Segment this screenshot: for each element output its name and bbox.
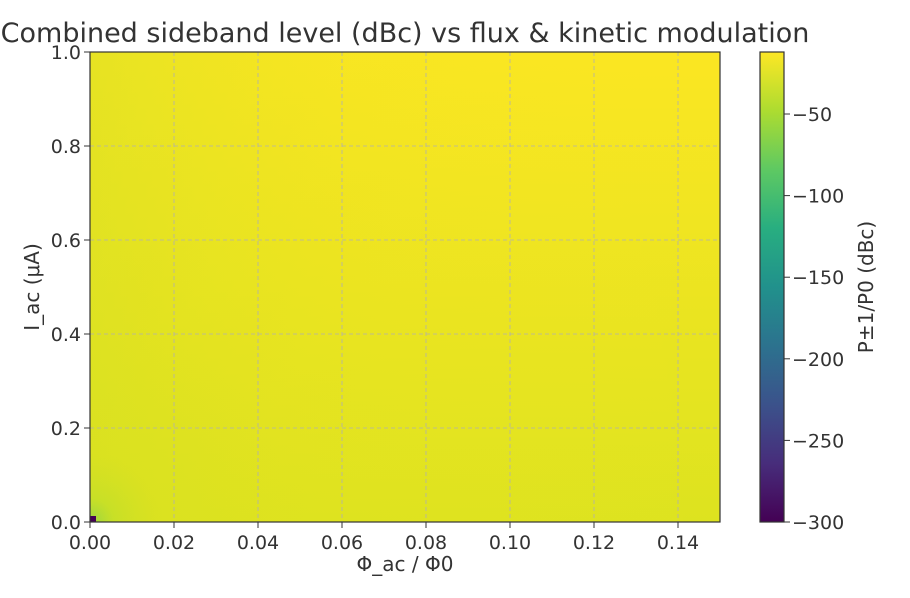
colorbar-tick-label: −300 bbox=[792, 512, 844, 534]
heatmap-corner-glow bbox=[90, 322, 290, 522]
grid-lines bbox=[90, 52, 720, 522]
heatmap-min-cell bbox=[90, 516, 96, 522]
y-tick-label: 0.0 bbox=[51, 512, 81, 534]
x-tick-label: 0.02 bbox=[153, 532, 195, 554]
plot-frame bbox=[89, 51, 721, 523]
y-tick-label: 0.6 bbox=[51, 230, 81, 252]
heatmap-area bbox=[90, 52, 720, 522]
colorbar-gradient bbox=[759, 51, 785, 523]
x-tick-label: 0.08 bbox=[405, 532, 447, 554]
y-tick-label: 0.8 bbox=[51, 136, 81, 158]
y-tick-label: 0.2 bbox=[51, 418, 81, 440]
x-tick-label: 0.14 bbox=[657, 532, 699, 554]
colorbar-tick-label: −150 bbox=[792, 267, 844, 289]
colorbar: −50 −100 −150 −200 −250 −300 P±1/P0 (dBc) bbox=[759, 51, 878, 534]
x-axis-label: Φ_ac / Φ0 bbox=[357, 552, 454, 576]
x-tick-label: 0.06 bbox=[321, 532, 363, 554]
colorbar-tick-label: −50 bbox=[792, 104, 832, 126]
x-tick-label: 0.00 bbox=[69, 532, 111, 554]
chart-title: Combined sideband level (dBc) vs flux & … bbox=[1, 18, 810, 49]
colorbar-tick-label: −250 bbox=[792, 430, 844, 452]
y-axis-label: I_ac (μA) bbox=[20, 243, 44, 331]
y-tick-label: 1.0 bbox=[51, 42, 81, 64]
colorbar-label: P±1/P0 (dBc) bbox=[854, 221, 878, 353]
colorbar-tick-label: −200 bbox=[792, 349, 844, 371]
y-axis-ticks: 0.0 0.2 0.4 0.6 0.8 1.0 bbox=[51, 42, 90, 534]
y-tick-label: 0.4 bbox=[51, 324, 81, 346]
x-tick-label: 0.10 bbox=[489, 532, 531, 554]
x-axis-ticks: 0.00 0.02 0.04 0.06 0.08 0.10 0.12 0.14 bbox=[69, 522, 699, 554]
colorbar-ticks: −50 −100 −150 −200 −250 −300 bbox=[784, 104, 844, 534]
x-tick-label: 0.12 bbox=[573, 532, 615, 554]
x-tick-label: 0.04 bbox=[237, 532, 279, 554]
colorbar-tick-label: −100 bbox=[792, 186, 844, 208]
